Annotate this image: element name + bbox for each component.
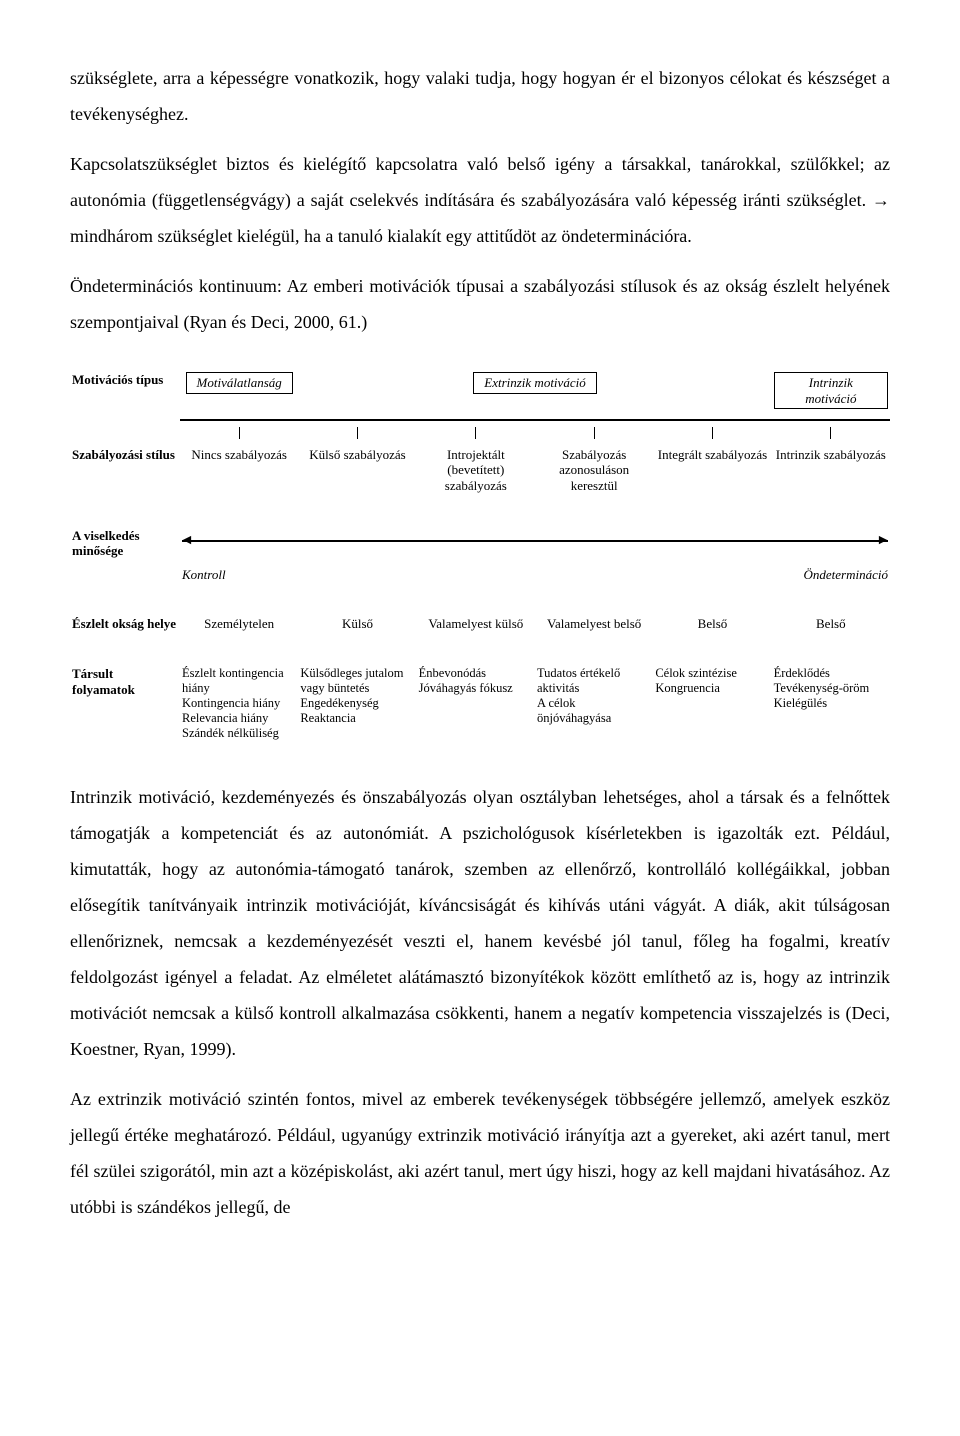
row-label-locus: Észlelt okság helye [70,612,180,636]
assoc-col-5: Célok szintéziseKongruencia [653,662,771,745]
motiv-type-cell: Intrinzik motiváció [772,368,890,413]
quality-continuum-arrow: ◄ ► [182,532,888,550]
self-determination-continuum-diagram: Motivációs típus Motiválatlanság Extrinz… [70,368,890,745]
locus-some-ext: Valamelyest külső [417,612,535,636]
row-label-reg-style: Szabályozási stílus [70,443,180,498]
motiv-type-cell: Motiválatlanság [180,368,298,413]
row-label-assoc-processes: Társult folyamatok [70,662,180,745]
locus-external: Külső [298,612,416,636]
motiv-type-cell: Extrinzik motiváció [417,368,654,413]
paragraph-2: Kapcsolatszükséglet biztos és kielégítő … [70,146,890,254]
reg-style-introjected: Introjektált (bevetített) szabályozás [417,443,535,498]
reg-style-intrinsic: Intrinzik szabályozás [772,443,890,498]
motiv-type-amotivation: Motiválatlanság [186,372,293,394]
assoc-col-3: ÉnbevonódásJóváhagyás fókusz [417,662,535,745]
reg-style-integrated: Integrált szabályozás [653,443,771,498]
locus-some-int: Valamelyest belső [535,612,653,636]
paragraph-1: szükséglete, arra a képességre vonatkozi… [70,60,890,132]
locus-internal-2: Belső [772,612,890,636]
paragraph-3: Öndeterminációs kontinuum: Az emberi mot… [70,268,890,340]
quality-left-label: Kontroll [180,563,535,587]
paragraph-5: Az extrinzik motiváció szintén fontos, m… [70,1081,890,1225]
assoc-col-1: Észlelt kontingencia hiányKontingencia h… [180,662,298,745]
motiv-type-intrinsic: Intrinzik motiváció [774,372,888,409]
row-label-behavior-quality: A viselkedés minősége [70,524,180,563]
reg-style-external: Külső szabályozás [298,443,416,498]
locus-internal-1: Belső [653,612,771,636]
reg-style-identified: Szabályozás azonosuláson keresztül [535,443,653,498]
assoc-col-2: Külsődleges jutalom vagy büntetésEngedék… [298,662,416,745]
quality-right-label: Öndetermináció [535,563,890,587]
locus-impersonal: Személytelen [180,612,298,636]
arrow-right-icon: ► [876,534,890,548]
paragraph-4: Intrinzik motiváció, kezdeményezés és ön… [70,779,890,1067]
assoc-col-6: ÉrdeklődésTevékenység-örömKielégülés [772,662,890,745]
reg-style-none: Nincs szabályozás [180,443,298,498]
row-label-motiv-type: Motivációs típus [70,368,180,413]
assoc-col-4: Tudatos értékelő aktivitásA célok önjóvá… [535,662,653,745]
motiv-type-extrinsic: Extrinzik motiváció [473,372,596,394]
